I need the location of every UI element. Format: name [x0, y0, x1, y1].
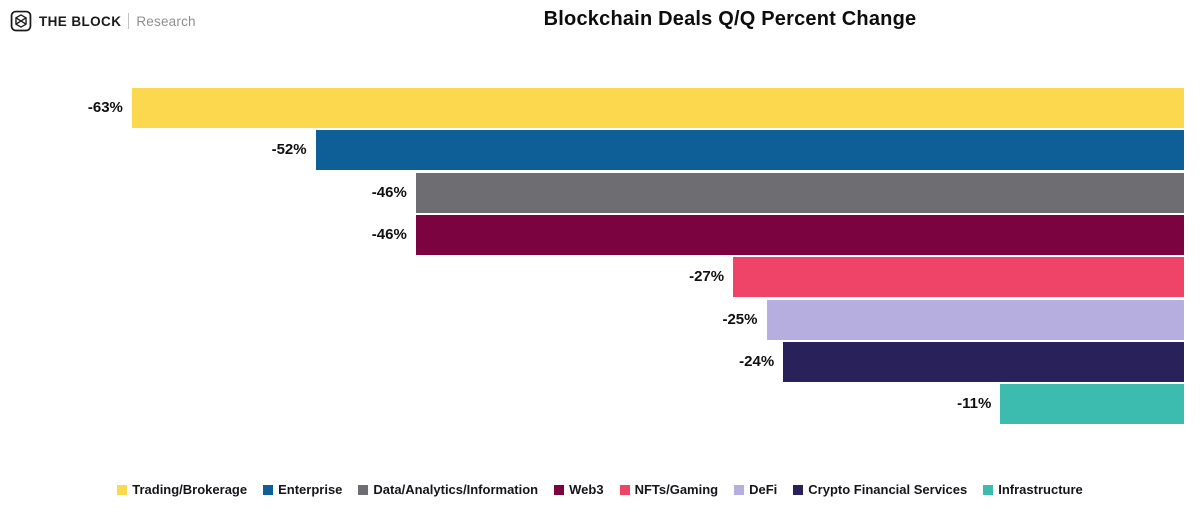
legend-item-enterprise: Enterprise: [263, 482, 342, 497]
legend-swatch-icon: [983, 484, 994, 495]
bar-value-label-web3: -46%: [371, 226, 407, 244]
bar-value-label-enterprise: -52%: [271, 141, 307, 159]
bar-trading-brokerage: [131, 88, 1184, 128]
plot-area: -63% -52% -46% -46% -27% -25% -24% -11%: [16, 88, 1184, 425]
legend-label: Trading/Brokerage: [132, 482, 248, 497]
legend-label: Infrastructure: [998, 482, 1083, 497]
brand-sub-research: Research: [136, 13, 196, 29]
chart-title: Blockchain Deals Q/Q Percent Change: [543, 8, 917, 30]
legend-swatch-icon: [117, 484, 128, 495]
bar-nfts-gaming: [733, 257, 1184, 298]
legend-item-data-analytics-information: Data/Analytics/Information: [358, 482, 538, 497]
bar-crypto-financial-services: [783, 342, 1184, 383]
legend-item-crypto-financial-services: Crypto Financial Services: [793, 482, 967, 497]
bar-value-label-crypto-financial-services: -24%: [739, 353, 775, 371]
legend-item-nfts-gaming: NFTs/Gaming: [619, 482, 719, 497]
brand-divider: [128, 13, 130, 29]
bar-value-label-nfts-gaming: -27%: [689, 268, 725, 286]
legend-label: Enterprise: [278, 482, 343, 497]
bar-enterprise: [315, 130, 1184, 171]
legend-swatch-icon: [358, 484, 369, 495]
bar-defi: [766, 299, 1184, 340]
legend-item-infrastructure: Infrastructure: [983, 482, 1083, 497]
bar-value-label-defi: -25%: [722, 310, 758, 328]
legend-swatch-icon: [734, 484, 745, 495]
legend-label: DeFi: [749, 482, 778, 497]
legend-label: Data/Analytics/Information: [373, 482, 539, 497]
bar-data-analytics-information: [415, 172, 1184, 213]
legend-label: NFTs/Gaming: [634, 482, 719, 497]
legend-swatch-icon: [619, 484, 630, 495]
legend-item-trading-brokerage: Trading/Brokerage: [117, 482, 247, 497]
legend-label: Crypto Financial Services: [808, 482, 968, 497]
brand-name: THE BLOCK: [39, 13, 122, 29]
bar-value-label-infrastructure: -11%: [957, 395, 992, 413]
legend-label: Web3: [569, 482, 604, 497]
the-block-logo-icon: [10, 10, 32, 32]
bar-value-label-data-analytics-information: -46%: [371, 183, 407, 201]
bar-value-label-trading-brokerage: -63%: [87, 99, 123, 116]
legend-swatch-icon: [263, 484, 274, 495]
legend-item-defi: DeFi: [734, 482, 777, 497]
bar-infrastructure: [1000, 384, 1184, 425]
legend: Trading/Brokerage Enterprise Data/Analytic…: [0, 482, 1200, 497]
brand-logo: THE BLOCK Research: [10, 10, 196, 32]
bar-web3: [415, 215, 1184, 256]
legend-swatch-icon: [793, 484, 804, 495]
legend-item-web3: Web3: [554, 482, 604, 497]
legend-swatch-icon: [554, 484, 565, 495]
